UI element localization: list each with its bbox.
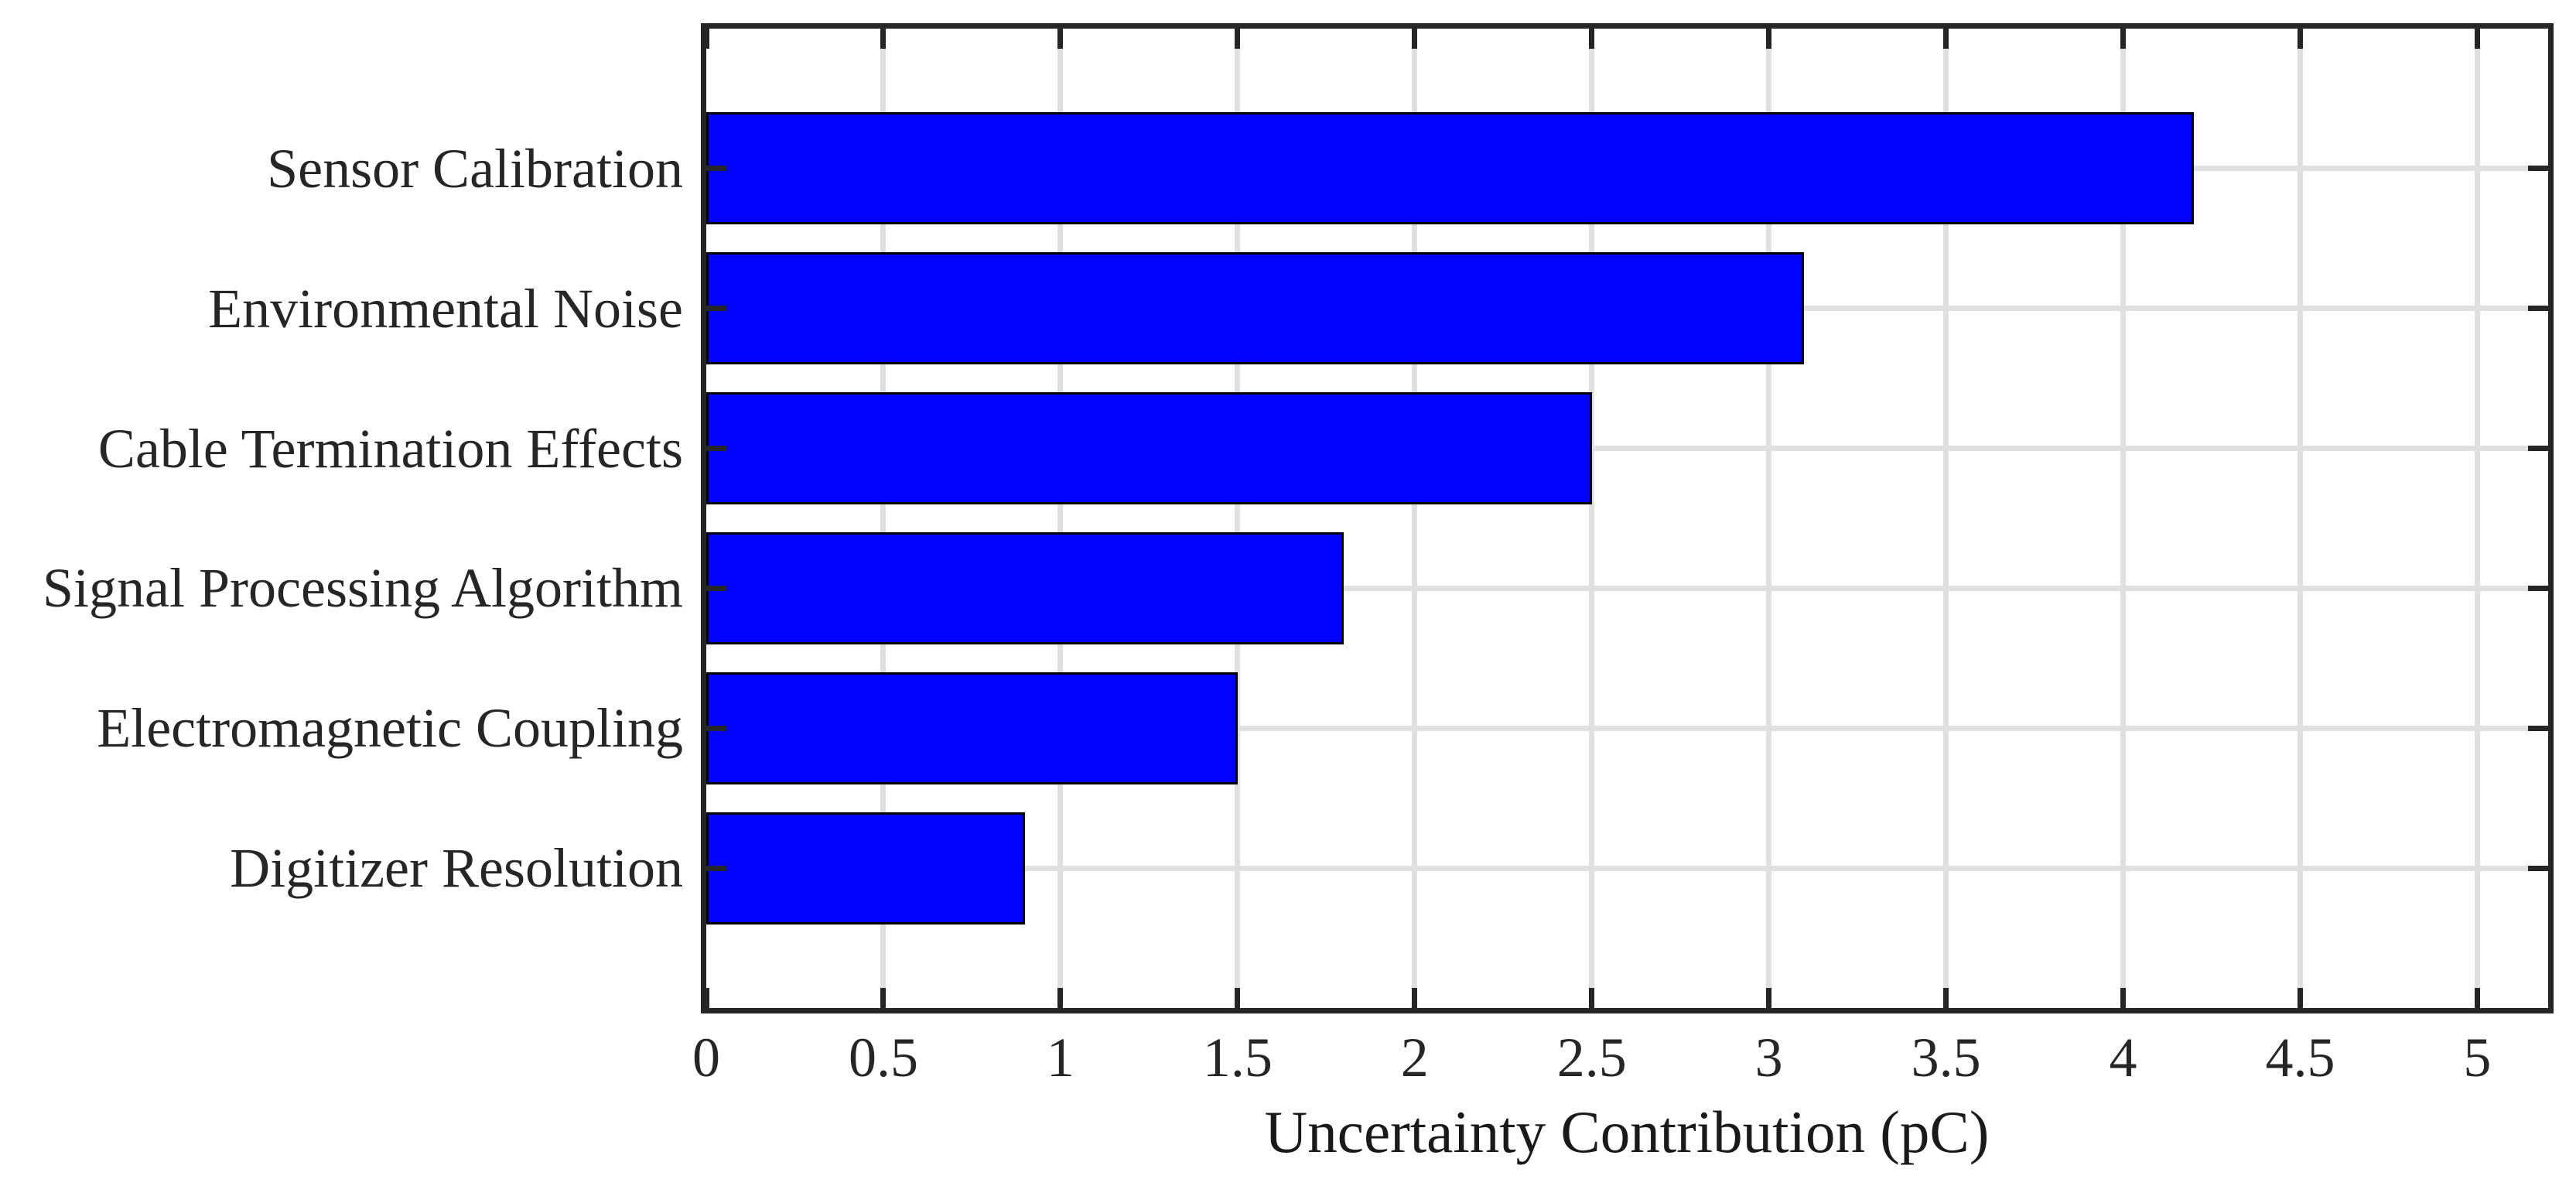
tick-y-right-environmental-noise: [2528, 306, 2548, 312]
gridline-x-4.5: [2297, 29, 2303, 1008]
bar-sensor-calibration: [706, 112, 2194, 224]
bar-cable-termination-effects: [706, 392, 1592, 504]
tick-x-bottom-0.5: [880, 988, 887, 1008]
tick-x-bottom-0: [703, 988, 709, 1008]
gridline-x-4: [2120, 29, 2127, 1008]
gridline-x-3: [1766, 29, 1772, 1008]
tick-x-bottom-1: [1057, 988, 1064, 1008]
xtick-label-1.5: 1.5: [1202, 1027, 1273, 1089]
gridline-x-2.5: [1589, 29, 1595, 1008]
category-label-signal-processing-algorithm: Signal Processing Algorithm: [43, 557, 683, 620]
tick-x-bottom-5: [2474, 988, 2480, 1008]
tick-x-bottom-4: [2120, 988, 2127, 1008]
tick-x-top-2: [1412, 29, 1418, 49]
tick-y-left-sensor-calibration: [706, 166, 726, 172]
tick-x-top-1: [1057, 29, 1064, 49]
tick-x-top-5: [2474, 29, 2480, 49]
gridline-x-2: [1412, 29, 1418, 1008]
tick-y-right-signal-processing-algorithm: [2528, 585, 2548, 591]
category-label-environmental-noise: Environmental Noise: [208, 277, 683, 340]
gridline-y-digitizer-resolution: [706, 865, 2548, 871]
x-axis-title: Uncertainty Contribution (pC): [1264, 1099, 1990, 1165]
tick-x-bottom-4.5: [2297, 988, 2303, 1008]
tick-y-right-sensor-calibration: [2528, 166, 2548, 172]
bar-signal-processing-algorithm: [706, 532, 1344, 644]
xtick-label-3.5: 3.5: [1911, 1027, 1981, 1089]
xtick-label-0: 0: [692, 1027, 720, 1089]
gridline-y-signal-processing-algorithm: [706, 585, 2548, 591]
tick-x-bottom-1.5: [1235, 988, 1241, 1008]
gridline-x-0.5: [880, 29, 887, 1008]
tick-x-top-4.5: [2297, 29, 2303, 49]
gridline-y-cable-termination-effects: [706, 446, 2548, 452]
tick-x-top-1.5: [1235, 29, 1241, 49]
category-label-cable-termination-effects: Cable Termination Effects: [97, 417, 683, 480]
tick-x-bottom-3: [1766, 988, 1772, 1008]
tick-y-left-electromagnetic-coupling: [706, 725, 726, 731]
tick-x-bottom-2.5: [1589, 988, 1595, 1008]
tick-x-top-3: [1766, 29, 1772, 49]
tick-x-top-0: [703, 29, 709, 49]
xtick-label-3: 3: [1754, 1027, 1783, 1089]
gridline-x-1: [1057, 29, 1064, 1008]
xtick-label-2.5: 2.5: [1556, 1027, 1627, 1089]
category-label-sensor-calibration: Sensor Calibration: [267, 137, 683, 200]
gridline-x-3.5: [1943, 29, 1949, 1008]
bar-digitizer-resolution: [706, 812, 1025, 925]
tick-x-bottom-2: [1412, 988, 1418, 1008]
tick-x-top-3.5: [1943, 29, 1949, 49]
gridline-x-1.5: [1235, 29, 1241, 1008]
tick-x-top-2.5: [1589, 29, 1595, 49]
gridline-x-5: [2474, 29, 2480, 1008]
tick-y-right-cable-termination-effects: [2528, 446, 2548, 452]
tick-y-right-digitizer-resolution: [2528, 865, 2548, 871]
plot-area: [703, 29, 2548, 1008]
xtick-label-0.5: 0.5: [848, 1027, 918, 1089]
xtick-label-5: 5: [2463, 1027, 2492, 1089]
tick-x-top-0.5: [880, 29, 887, 49]
bar-electromagnetic-coupling: [706, 672, 1238, 784]
bar-environmental-noise: [706, 252, 1804, 364]
category-label-digitizer-resolution: Digitizer Resolution: [230, 837, 683, 900]
tick-y-left-digitizer-resolution: [706, 865, 726, 871]
tick-y-left-cable-termination-effects: [706, 446, 726, 452]
category-label-electromagnetic-coupling: Electromagnetic Coupling: [97, 697, 683, 760]
xtick-label-1: 1: [1046, 1027, 1074, 1089]
tick-y-right-electromagnetic-coupling: [2528, 725, 2548, 731]
tick-x-bottom-3.5: [1943, 988, 1949, 1008]
xtick-label-4.5: 4.5: [2265, 1027, 2335, 1089]
xtick-label-4: 4: [2109, 1027, 2137, 1089]
gridline-y-electromagnetic-coupling: [706, 725, 2548, 731]
tick-y-left-environmental-noise: [706, 306, 726, 312]
tick-x-top-4: [2120, 29, 2127, 49]
tick-y-left-signal-processing-algorithm: [706, 585, 726, 591]
xtick-label-2: 2: [1400, 1027, 1429, 1089]
